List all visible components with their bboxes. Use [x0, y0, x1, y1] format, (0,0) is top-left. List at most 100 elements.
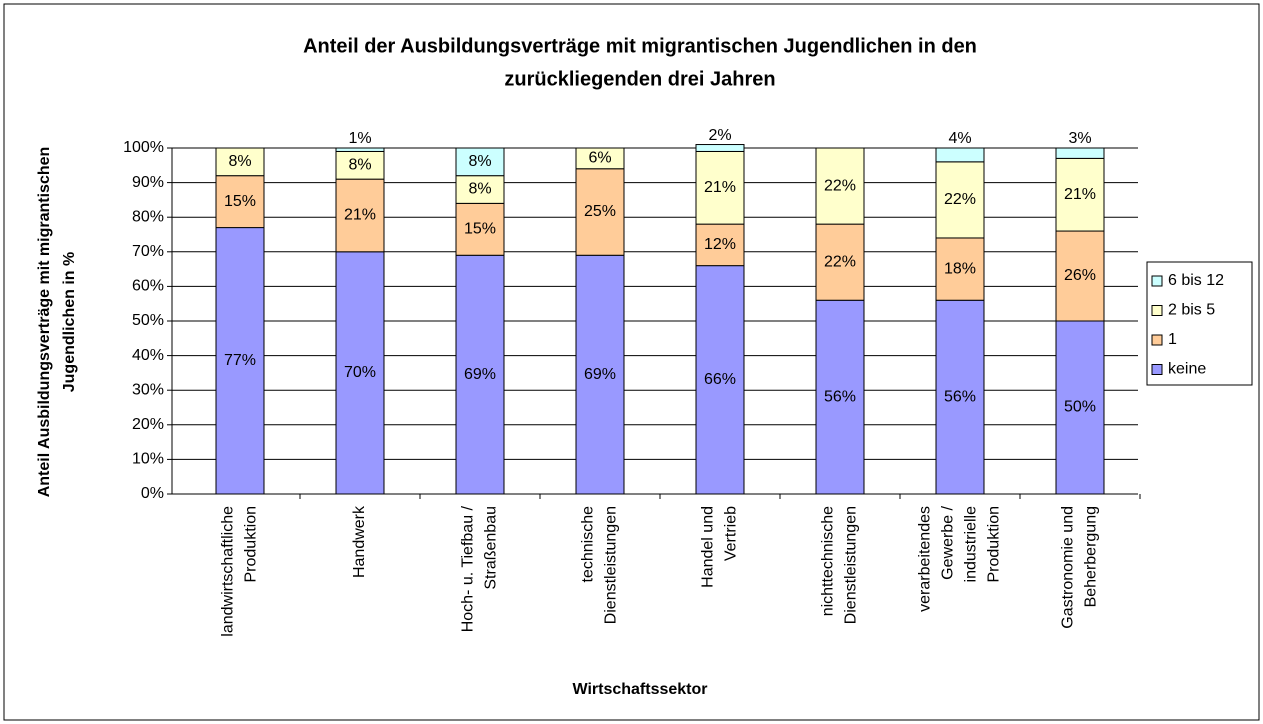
- y-axis-label: Anteil Ausbildungsverträge mit migrantis…: [36, 147, 53, 498]
- data-label: 56%: [944, 388, 976, 405]
- chart-border: [3, 3, 1260, 721]
- data-label: 15%: [224, 193, 256, 210]
- y-tick-label: 0%: [141, 485, 164, 502]
- bar-segment: [575, 168, 625, 256]
- x-tick-label: Beherbergung: [1083, 506, 1100, 607]
- x-tick-label: Dienstleistungen: [843, 506, 860, 624]
- bar-segment: [1055, 320, 1105, 495]
- bar-segment: [335, 150, 385, 180]
- data-label: 6%: [588, 150, 611, 167]
- chart-title: Anteil der Ausbildungsverträge mit migra…: [303, 35, 977, 57]
- legend-swatch: [1151, 364, 1163, 375]
- x-tick-label: Produktion: [986, 506, 1003, 583]
- data-label: 4%: [948, 130, 971, 147]
- data-label: 12%: [704, 236, 736, 253]
- y-tick-label: 70%: [132, 243, 164, 260]
- y-axis-label: Jugendlichen in %: [61, 252, 78, 392]
- data-label: 8%: [348, 157, 371, 174]
- bar-segment: [455, 254, 505, 495]
- legend-label: keine: [1168, 361, 1206, 378]
- data-label: 77%: [224, 352, 256, 369]
- legend-swatch: [1151, 275, 1163, 287]
- data-label: 15%: [464, 221, 496, 238]
- y-tick-label: 10%: [132, 451, 164, 468]
- bar-segment: [575, 254, 625, 495]
- legend-label: 6 bis 12: [1168, 272, 1224, 289]
- data-label: 70%: [344, 364, 376, 381]
- bar-segment: [1055, 157, 1105, 232]
- data-label: 25%: [584, 203, 616, 220]
- bar-segment: [215, 227, 265, 495]
- bar-segment: [335, 251, 385, 495]
- data-label: 22%: [824, 177, 856, 194]
- x-tick-label: Produktion: [243, 506, 260, 583]
- data-label: 66%: [704, 371, 736, 388]
- bar-segment: [935, 237, 985, 301]
- bar-segment: [815, 223, 865, 301]
- data-label: 2%: [708, 127, 731, 144]
- bar-segment: [695, 150, 745, 225]
- bar-segment: [455, 175, 505, 204]
- bar-segment: [335, 178, 385, 253]
- y-tick-label: 50%: [132, 312, 164, 329]
- data-label: 8%: [468, 181, 491, 198]
- x-tick-label: nichttechnische: [820, 506, 837, 616]
- x-tick-label: Handel und: [700, 506, 717, 588]
- data-label: 69%: [464, 366, 496, 383]
- bar-segment: [1055, 147, 1105, 159]
- bar-segment: [695, 265, 745, 495]
- chart-title: zurückliegenden drei Jahren: [504, 68, 775, 90]
- y-tick-label: 30%: [132, 381, 164, 398]
- data-label: 50%: [1064, 399, 1096, 416]
- y-tick-label: 20%: [132, 416, 164, 433]
- bar-segment: [935, 161, 985, 239]
- y-tick-label: 40%: [132, 347, 164, 364]
- x-tick-label: verarbeitendes: [917, 506, 934, 612]
- y-tick-label: 100%: [123, 139, 164, 156]
- legend-label: 1: [1168, 331, 1177, 348]
- data-label: 21%: [344, 207, 376, 224]
- bar-segment: [215, 147, 265, 177]
- bar-segment: [575, 147, 625, 170]
- bar-segment: [695, 144, 745, 152]
- bar-segment: [935, 299, 985, 495]
- x-tick-label: Dienstleistungen: [603, 506, 620, 624]
- x-tick-label: Vertrieb: [723, 506, 740, 561]
- bar-segment: [815, 299, 865, 495]
- x-axis-label: Wirtschaftssektor: [572, 681, 707, 698]
- legend-label: 2 bis 5: [1168, 302, 1215, 319]
- y-tick-label: 60%: [132, 278, 164, 295]
- x-tick-label: Handwerk: [351, 505, 368, 578]
- data-label: 8%: [468, 153, 491, 170]
- bar-segment: [935, 147, 985, 163]
- bar-segment: [335, 147, 385, 152]
- data-label: 21%: [1064, 186, 1096, 203]
- bar-segment: [215, 175, 265, 229]
- data-label: 1%: [348, 130, 371, 147]
- data-label: 69%: [584, 366, 616, 383]
- x-tick-label: Gastronomie und: [1060, 506, 1077, 629]
- data-label: 18%: [944, 260, 976, 277]
- x-tick-label: industrielle: [963, 506, 980, 583]
- y-tick-label: 80%: [132, 208, 164, 225]
- data-label: 22%: [944, 191, 976, 208]
- y-tick-label: 90%: [132, 174, 164, 191]
- legend-box: [1146, 261, 1253, 386]
- bar-segment: [815, 147, 865, 225]
- data-label: 22%: [824, 253, 856, 270]
- bar-segment: [455, 147, 505, 177]
- data-label: 3%: [1068, 130, 1091, 147]
- x-tick-label: Straßenbau: [483, 506, 500, 590]
- legend-swatch: [1151, 305, 1163, 316]
- x-tick-label: technische: [580, 506, 597, 583]
- x-tick-label: Gewerbe /: [940, 505, 957, 579]
- legend-swatch: [1151, 334, 1163, 346]
- bar-segment: [455, 202, 505, 256]
- x-tick-label: landwirtschaftliche: [220, 506, 237, 637]
- data-label: 21%: [704, 179, 736, 196]
- data-label: 26%: [1064, 267, 1096, 284]
- data-label: 8%: [228, 153, 251, 170]
- x-tick-label: Hoch- u. Tiefbau /: [460, 505, 477, 632]
- bar-segment: [695, 223, 745, 267]
